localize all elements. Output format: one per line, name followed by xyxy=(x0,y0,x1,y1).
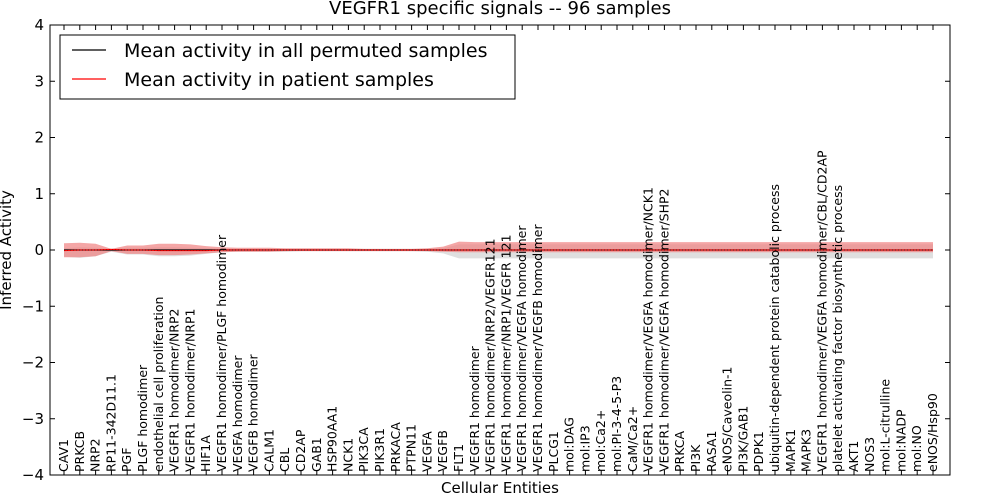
legend-label-permuted: Mean activity in all permuted samples xyxy=(124,40,487,62)
x-category-label: PIK3CA xyxy=(356,427,371,472)
x-category-label: PTPN11 xyxy=(404,424,419,472)
x-category-label: PRKACA xyxy=(388,422,403,472)
x-category-label: RASA1 xyxy=(704,431,719,472)
x-category-label: VEGFR1 homodimer/PLGF homodimer xyxy=(214,234,229,472)
x-category-label: CBL xyxy=(277,448,292,472)
x-category-label: HSP90AA1 xyxy=(325,406,340,472)
x-category-label: VEGFA homodimer xyxy=(230,355,245,472)
series-lines xyxy=(63,248,933,252)
x-category-label: RP11-342D11.1 xyxy=(103,374,118,472)
x-category-label: FLT1 xyxy=(451,444,466,472)
x-category-label: VEGFR1 homodimer/VEGFA homodimer/NCK1 xyxy=(641,187,656,472)
x-category-label: mol:PI-3-4-5-P3 xyxy=(609,376,624,472)
y-tick-label: 1 xyxy=(34,185,44,203)
x-category-label: CAV1 xyxy=(56,439,71,472)
y-tick-label: 3 xyxy=(34,72,44,90)
x-category-label: VEGFB xyxy=(435,430,450,472)
x-category-label: NRP2 xyxy=(88,438,103,472)
y-tick-label: 4 xyxy=(34,16,44,34)
x-category-label: PLCG1 xyxy=(546,431,561,472)
y-tick-label: 2 xyxy=(34,129,44,147)
x-category-label: CALM1 xyxy=(261,429,276,472)
x-category-label: PI3K xyxy=(688,444,703,472)
x-category-label: MAPK3 xyxy=(799,429,814,472)
x-category-label: ubiquitin-dependent protein catabolic pr… xyxy=(767,184,782,472)
x-category-label: VEGFR1 homodimer/VEGFA homodimer/SHP2 xyxy=(656,188,671,472)
x-category-label: VEGFR1 homodimer/NRP2 xyxy=(167,309,182,472)
x-category-label: HIF1A xyxy=(198,435,213,472)
x-category-label: mol:NO xyxy=(909,425,924,472)
x-category-label: eNOS/Hsp90 xyxy=(925,393,940,472)
legend-box xyxy=(59,34,516,100)
x-category-label: mol:IP3 xyxy=(577,425,592,472)
x-category-label: VEGFR1 homodimer/NRP2/VEGFR121 xyxy=(483,238,498,472)
x-category-label: CaM/Ca2+ xyxy=(625,406,640,472)
x-category-label: NOS3 xyxy=(862,437,877,472)
x-category-label: PRKCA xyxy=(672,431,687,472)
y-tick-label: 0 xyxy=(34,241,44,259)
x-category-label: VEGFR1 homodimer xyxy=(467,345,482,472)
y-tick-label: −3 xyxy=(22,410,44,428)
x-category-label: GAB1 xyxy=(309,437,324,472)
x-category-label: mol:NADP xyxy=(893,409,908,472)
x-category-label: VEGFR1 homodimer/NRP1 xyxy=(182,309,197,472)
y-axis-label: Inferred Activity xyxy=(0,190,15,310)
x-category-label: platelet activating factor biosynthetic … xyxy=(830,185,845,472)
x-category-label: PLGF homodimer xyxy=(135,364,150,472)
x-category-label: CD2AP xyxy=(293,429,308,472)
x-category-label: mol:DAG xyxy=(562,417,577,472)
y-axis-ticks: −4 −3 −2 −1 0 1 2 3 4 xyxy=(22,16,950,484)
y-tick-label: −2 xyxy=(22,354,44,372)
x-category-label: VEGFR1 homodimer/NRP1/VEGFR 121 xyxy=(498,234,513,472)
x-category-label: PDPK1 xyxy=(751,431,766,472)
y-tick-label: −4 xyxy=(22,466,44,484)
x-category-label: NCK1 xyxy=(340,438,355,472)
x-category-label: VEGFB homodimer xyxy=(246,353,261,472)
x-category-label: VEGFR1 homodimer/VEGFB homodimer xyxy=(530,224,545,472)
x-category-label: MAPK1 xyxy=(783,429,798,472)
series-line-patient xyxy=(63,248,933,252)
x-category-label: PI3K/GAB1 xyxy=(735,406,750,472)
x-axis-label: Cellular Entities xyxy=(441,479,559,497)
x-category-label: PRKCB xyxy=(72,431,87,472)
legend: Mean activity in all permuted samples Me… xyxy=(59,34,516,100)
legend-label-patient: Mean activity in patient samples xyxy=(124,69,434,91)
chart-title: VEGFR1 specific signals -- 96 samples xyxy=(329,0,671,19)
x-category-label: VEGFR1 homodimer/VEGFA homodimer/CBL/CD2… xyxy=(814,150,829,472)
x-category-label: PGF xyxy=(119,448,134,472)
x-category-label: mol:Ca2+ xyxy=(593,410,608,472)
x-axis-ticks: CAV1 PRKCB NRP2 RP11-342D11.1 PGF PLGF homodi… xyxy=(56,25,940,475)
x-category-label: VEGFA xyxy=(419,431,434,472)
y-tick-label: −1 xyxy=(22,297,44,315)
x-category-label: PIK3R1 xyxy=(372,428,387,472)
x-category-label: mol:L-citrulline xyxy=(878,379,893,472)
x-category-label: AKT1 xyxy=(846,441,861,472)
x-category-label: eNOS/Caveolin-1 xyxy=(720,367,735,472)
x-category-label: endothelial cell proliferation xyxy=(151,297,166,472)
x-category-label: VEGFR1 homodimer/VEGFA homodimer xyxy=(514,225,529,472)
